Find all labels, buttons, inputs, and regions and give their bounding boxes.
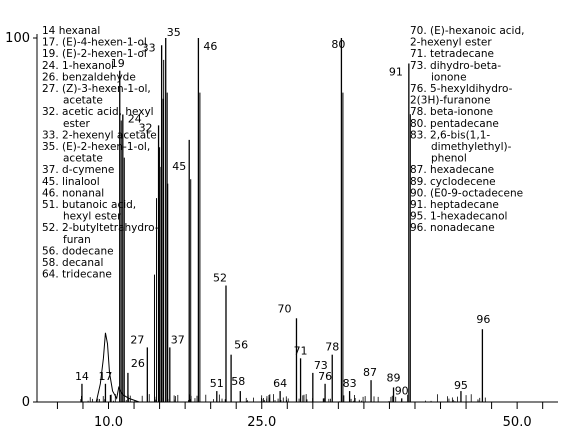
y-tick-label: 0 [22, 395, 30, 410]
legend-entry: 19. (E)-2-hexen-1-ol [42, 48, 147, 60]
legend-entry: 71. tetradecane [410, 48, 494, 60]
peak-label-80: 80 [331, 38, 345, 51]
legend-entry: 17. (E)-4-hexen-1-ol [42, 37, 147, 49]
legend-entry: 87. hexadecane [410, 164, 494, 176]
legend-entry: 64. tridecane [42, 269, 112, 281]
peak-label-71: 71 [294, 344, 308, 357]
peak-label-17: 17 [98, 370, 112, 383]
peak-label-83: 83 [343, 377, 357, 390]
legend-entry: 95. 1-hexadecanol [410, 211, 507, 223]
legend-entry: 58. decanal [42, 257, 103, 269]
legend-entry: ester [63, 118, 91, 130]
peak-label-26: 26 [131, 357, 145, 370]
peak-label-89: 89 [387, 371, 401, 384]
legend-entry: 32. acetic acid, hexyl [42, 106, 154, 118]
peak-label-91: 91 [389, 65, 403, 78]
legend-entry: 27. (Z)-3-hexen-1-ol, [42, 83, 151, 95]
peak-label-87: 87 [363, 366, 377, 379]
legend-entry: 14 hexanal [42, 25, 100, 37]
peak-label-32: 32 [139, 121, 153, 134]
legend-entry: 33. 2-hexenyl acetate [42, 129, 157, 141]
peak-label-24: 24 [128, 112, 142, 125]
legend-entry: 91. heptadecane [410, 199, 499, 211]
legend-entry: 46. nonanal [42, 187, 104, 199]
legend-entry: 24. 1-hexanol [42, 60, 114, 72]
peak-label-70: 70 [277, 302, 291, 315]
legend-entry: 73. dihydro-beta- [410, 60, 501, 72]
legend-entry: 89. cyclodecene [410, 176, 496, 188]
peak-label-90: 90 [395, 384, 409, 397]
peak-label-78: 78 [325, 341, 339, 354]
legend-entry: 37. d-cymene [42, 164, 114, 176]
peak-label-33: 33 [142, 41, 156, 54]
peak-label-95: 95 [454, 379, 468, 392]
peak-label-96: 96 [476, 313, 490, 326]
legend-entry: 78. beta-ionone [410, 106, 493, 118]
legend-entry: phenol [431, 153, 467, 165]
x-tick-label: 25.0 [247, 415, 276, 430]
legend-entry: 35. (E)-2-hexen-1-ol, [42, 141, 150, 153]
legend-entry: acetate [63, 95, 103, 107]
legend-entry: dimethylethyl)- [431, 141, 512, 153]
legend-entry: 90. (E0-9-octadecene [410, 187, 523, 199]
peak-label-35: 35 [167, 26, 181, 39]
legend-entry: 96. nonadecane [410, 222, 495, 234]
peak-labels: 14 17 19 24 26 27 32 33 35 37 45 46 51 52 56 58 64 70 71 73… [75, 26, 490, 397]
peak-label-58: 58 [231, 375, 245, 388]
x-tick-label: 10.0 [94, 415, 123, 430]
peak-label-51: 51 [210, 377, 224, 390]
legend-entry: 52. 2-butyltetrahydro- [42, 222, 159, 234]
peak-label-45: 45 [172, 160, 186, 173]
legend-entry: 56. dodecane [42, 245, 114, 257]
legend-entry: hexyl ester [63, 211, 122, 223]
legend-entry: 45. linalool [42, 176, 100, 188]
y-tick-label: 100 [5, 31, 30, 46]
peak-label-37: 37 [171, 333, 185, 346]
peak-label-76: 76 [318, 370, 332, 383]
legend-entry: 26. benzaldehyde [42, 71, 136, 83]
legend-entry: 83. 2,6-bis(1,1- [410, 129, 490, 141]
legend-entry: 2-hexenyl ester [410, 37, 492, 49]
peak-label-52: 52 [213, 272, 227, 285]
legend-entry: acetate [63, 153, 103, 165]
legend-entry: 2(3H)-furanone [410, 95, 491, 107]
trace-layer [80, 38, 486, 403]
x-tick-label: 50.0 [503, 415, 532, 430]
legend-entry: ionone [431, 71, 467, 83]
legend-entry: 51. butanoic acid, [42, 199, 136, 211]
legend-entry: 70. (E)-hexanoic acid, [410, 25, 524, 37]
peak-label-14: 14 [75, 370, 89, 383]
peak-label-46: 46 [203, 40, 217, 53]
peak-label-64: 64 [273, 377, 287, 390]
legend-entry: 80. pentadecane [410, 118, 499, 130]
peak-label-56: 56 [234, 339, 248, 352]
peak-label-19: 19 [111, 57, 125, 70]
legend-entry: 76. 5-hexyldihydro- [410, 83, 513, 95]
peak-label-27: 27 [130, 333, 144, 346]
peak-label-73: 73 [314, 359, 328, 372]
legend-entry: furan [63, 234, 91, 246]
